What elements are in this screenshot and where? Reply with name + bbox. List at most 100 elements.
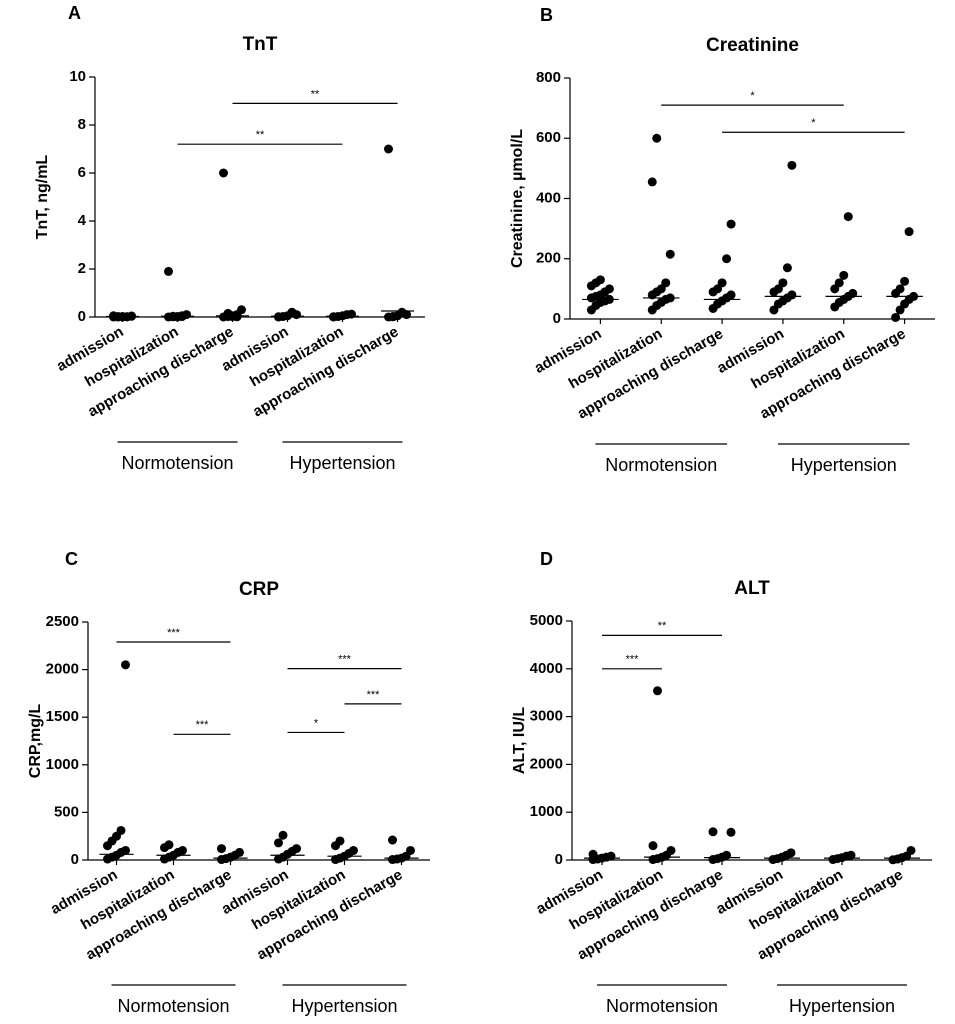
significance-label: ***	[167, 627, 181, 639]
data-point	[708, 827, 718, 837]
data-point	[278, 830, 288, 840]
data-point	[588, 849, 598, 859]
chart-title: CRP	[239, 579, 279, 600]
chart-title: Creatinine	[706, 35, 799, 56]
y-tick-label: 2	[78, 260, 86, 277]
y-tick-label: 2500	[46, 613, 79, 630]
data-point	[726, 827, 736, 837]
significance-label: **	[256, 129, 265, 141]
data-point	[661, 278, 671, 288]
group-label: Normotension	[117, 996, 229, 1016]
data-point	[906, 845, 916, 855]
data-point	[606, 851, 616, 861]
data-point	[648, 841, 658, 851]
group-label: Hypertension	[789, 996, 895, 1016]
y-tick-label: 0	[78, 308, 86, 325]
data-point	[895, 284, 905, 294]
data-point	[219, 168, 228, 178]
data-point	[121, 845, 130, 855]
y-tick-label: 1000	[530, 803, 563, 820]
data-point	[164, 840, 174, 850]
significance-label: ***	[196, 719, 210, 731]
y-tick-label: 400	[536, 189, 561, 206]
data-point	[604, 284, 614, 294]
y-tick-label: 6	[78, 164, 86, 181]
data-point	[834, 278, 844, 288]
data-point	[388, 312, 398, 322]
chart-title: ALT	[734, 578, 770, 599]
panel-letter: C	[65, 549, 78, 569]
panel-letter: B	[540, 5, 553, 25]
data-point	[891, 312, 901, 322]
data-point	[782, 263, 792, 273]
y-tick-label: 0	[553, 310, 561, 327]
data-point	[235, 847, 244, 857]
data-point	[848, 288, 858, 298]
data-point	[164, 266, 173, 276]
group-label: Hypertension	[791, 455, 897, 475]
significance-label: ***	[338, 654, 352, 666]
y-tick-label: 0	[71, 851, 79, 868]
y-tick-label: 200	[536, 250, 561, 267]
data-point	[347, 309, 356, 319]
data-point	[787, 160, 797, 170]
data-point	[402, 310, 411, 320]
data-point	[292, 844, 301, 854]
data-point	[388, 835, 397, 845]
data-point	[717, 278, 727, 288]
data-point	[900, 276, 910, 286]
significance-label: **	[311, 88, 320, 100]
data-point	[652, 133, 662, 143]
significance-label: ***	[626, 654, 640, 666]
y-tick-label: 500	[54, 803, 79, 820]
panel-letter: D	[540, 549, 553, 569]
y-tick-label: 4000	[530, 660, 563, 677]
group-label: Hypertension	[291, 996, 397, 1016]
y-tick-label: 0	[555, 851, 563, 868]
data-point	[237, 305, 246, 315]
y-tick-label: 1000	[46, 756, 79, 773]
y-tick-label: 2000	[530, 755, 563, 772]
y-tick-label: 1500	[46, 708, 79, 725]
panel-letter: A	[68, 3, 81, 23]
data-point	[904, 227, 914, 237]
chart-title: TnT	[243, 34, 278, 55]
group-label: Normotension	[121, 453, 233, 473]
data-point	[653, 686, 662, 696]
data-point	[665, 249, 675, 259]
data-point	[722, 850, 731, 860]
data-point	[846, 850, 856, 860]
y-tick-label: 800	[536, 69, 561, 86]
data-point	[786, 848, 796, 858]
significance-label: *	[314, 717, 319, 729]
y-axis-label: ALT, IU/L	[511, 707, 528, 774]
data-point	[595, 275, 605, 285]
data-point	[843, 212, 853, 222]
data-point	[335, 836, 345, 846]
data-point	[116, 825, 126, 835]
data-point	[778, 278, 788, 288]
y-tick-label: 4	[78, 212, 87, 229]
y-tick-label: 5000	[530, 612, 563, 629]
data-point	[292, 310, 301, 320]
group-label: Normotension	[606, 996, 718, 1016]
data-point	[384, 144, 393, 154]
data-point	[121, 660, 130, 670]
significance-label: *	[750, 90, 755, 102]
data-point	[726, 290, 736, 300]
y-tick-label: 10	[69, 68, 86, 85]
significance-label: *	[811, 117, 816, 129]
y-axis-label: TnT, ng/mL	[34, 155, 51, 240]
data-point	[839, 270, 849, 280]
data-point	[787, 290, 797, 300]
data-point	[666, 845, 676, 855]
data-point	[647, 177, 657, 187]
data-point	[722, 254, 732, 264]
data-point	[726, 219, 736, 229]
group-label: Normotension	[605, 455, 717, 475]
significance-label: ***	[367, 689, 381, 701]
data-point	[217, 844, 226, 854]
data-point	[178, 845, 187, 855]
data-point	[349, 845, 358, 855]
